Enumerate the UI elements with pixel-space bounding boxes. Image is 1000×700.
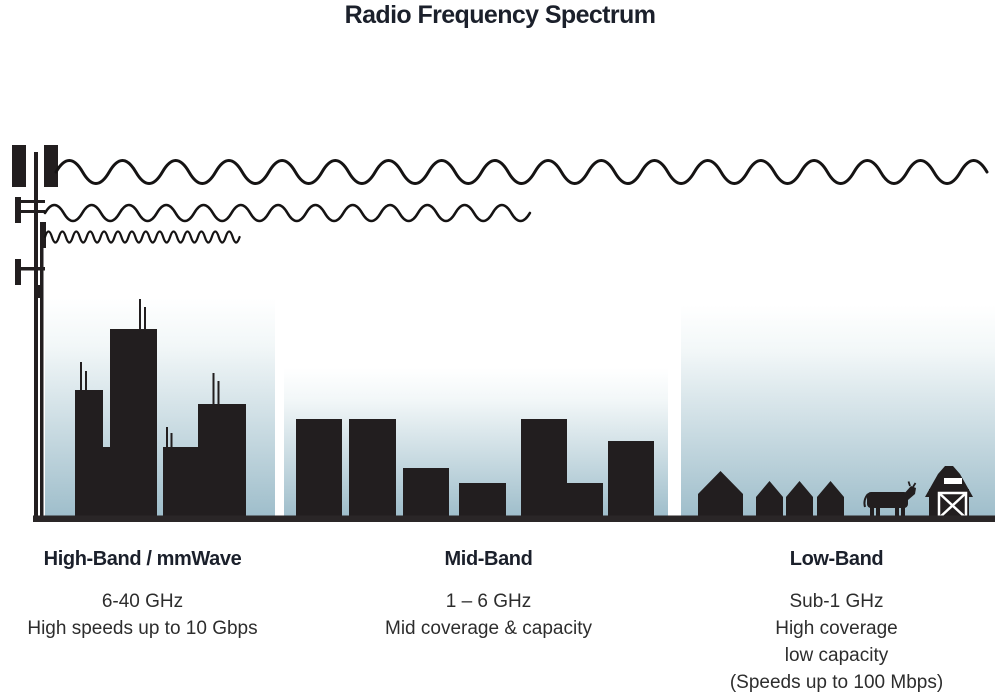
high-band-skyline	[75, 299, 246, 518]
band-heading: Mid-Band	[444, 548, 533, 570]
barn-loft-window	[944, 478, 962, 484]
building	[296, 419, 342, 518]
band-line: (Speeds up to 100 Mbps)	[729, 672, 944, 693]
low-band-wave-icon	[54, 159, 989, 185]
band-line: 1 – 6 GHz	[445, 591, 532, 612]
band-label-mid: Mid-Band 1 – 6 GHz Mid coverage & capaci…	[346, 548, 631, 642]
spectrum-scene	[12, 145, 995, 522]
house	[698, 471, 743, 518]
building	[403, 468, 449, 518]
cell-tower-icon	[12, 145, 58, 516]
mid-band-wave-icon	[43, 203, 532, 223]
tower-antenna-small	[15, 259, 21, 285]
radio-waves	[43, 159, 989, 244]
band-line: High speeds up to 10 Gbps	[27, 618, 258, 639]
band-label-low: Low-Band Sub-1 GHz High coverage low cap…	[694, 548, 979, 696]
building	[521, 419, 567, 518]
house	[786, 481, 813, 518]
house	[817, 481, 844, 518]
mid-band-buildings	[296, 419, 654, 518]
band-line: High coverage	[775, 618, 898, 639]
skyscraper	[75, 390, 103, 518]
band-line: 6-40 GHz	[101, 591, 184, 612]
building	[349, 419, 396, 518]
tower-stub	[37, 285, 42, 298]
rooftop-antennas	[80, 299, 220, 449]
band-line: Sub-1 GHz	[789, 591, 884, 612]
skyscraper	[103, 447, 111, 518]
tower-antenna-small	[15, 197, 21, 223]
tower-mount	[40, 222, 46, 248]
skyscraper	[110, 329, 157, 518]
band-label-high: High-Band / mmWave 6-40 GHz High speeds …	[0, 548, 285, 642]
cow-icon	[863, 481, 917, 518]
tower-antenna-panel-right	[44, 145, 58, 187]
skyscraper	[198, 404, 246, 518]
band-heading: Low-Band	[789, 548, 884, 570]
tower-mast-rail	[40, 224, 44, 516]
band-line: Mid coverage & capacity	[385, 618, 592, 639]
high-band-wave-icon	[43, 230, 241, 244]
band-line: low capacity	[784, 645, 889, 666]
ground-line	[33, 515, 995, 522]
barn-icon	[925, 466, 973, 520]
building	[608, 441, 654, 518]
tower-crossbar	[17, 267, 45, 271]
skyscraper	[163, 447, 198, 518]
house	[756, 481, 783, 518]
building	[567, 483, 603, 518]
tower-mast-rail	[34, 152, 38, 516]
tower-crossbar	[17, 200, 45, 203]
band-heading: High-Band / mmWave	[43, 548, 242, 570]
building	[459, 483, 506, 518]
low-band-rural-scene	[698, 466, 973, 520]
tower-antenna-panel-left	[12, 145, 26, 187]
page-title: Radio Frequency Spectrum	[344, 1, 656, 29]
tower-crossbar	[19, 210, 45, 213]
